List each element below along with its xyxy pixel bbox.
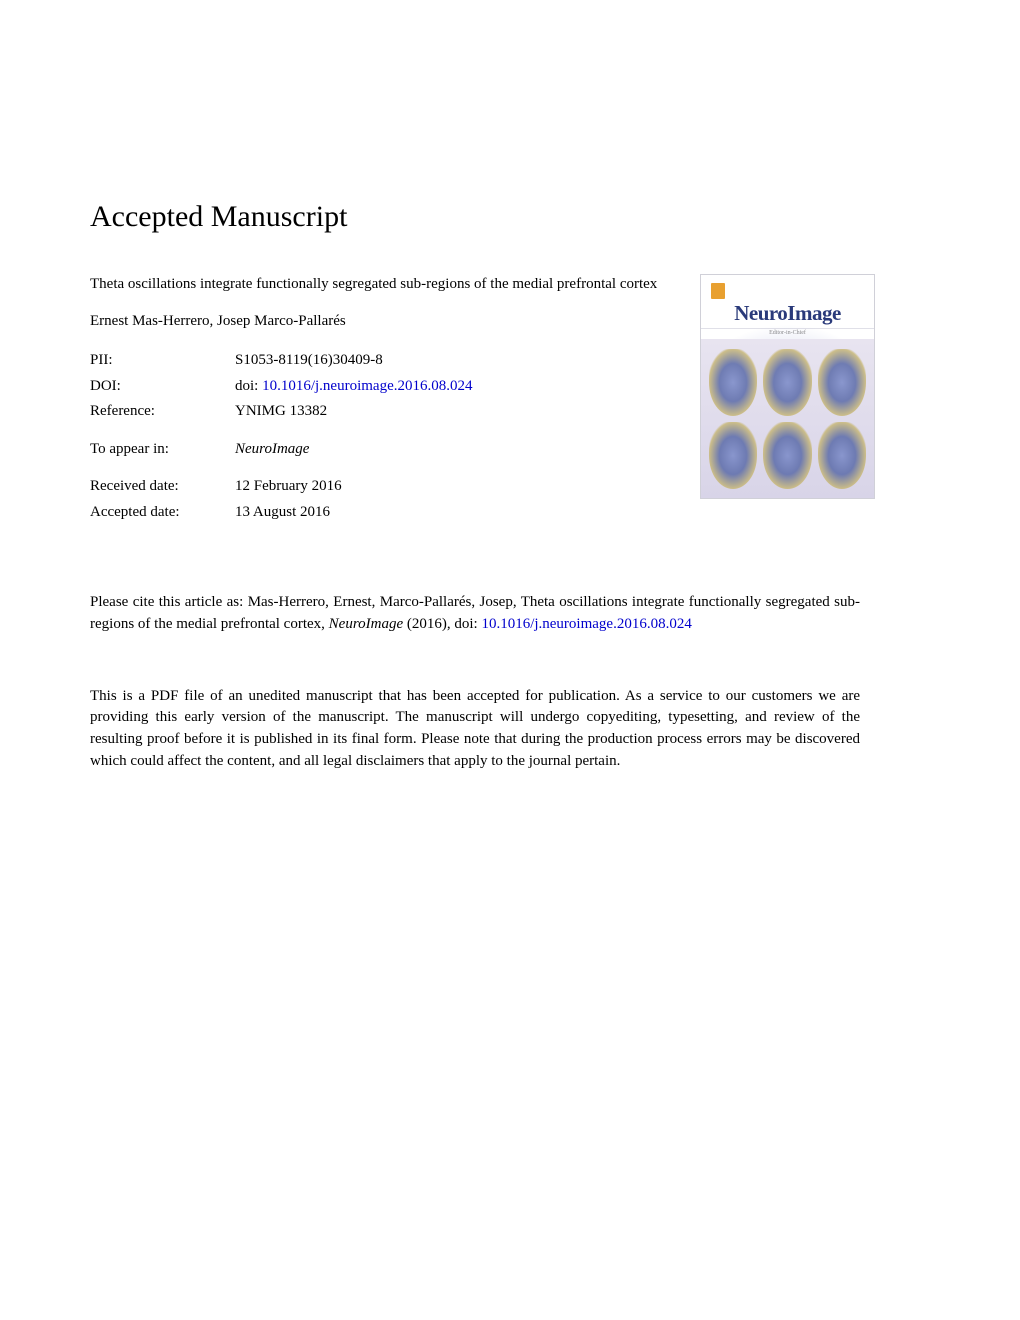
meta-row-appear: To appear in: NeuroImage [90,437,670,463]
journal-cover-thumbnail: NeuroImage Editor-in-Chief [700,274,875,499]
received-label: Received date: [90,474,235,500]
reference-value: YNIMG 13382 [235,399,327,425]
pii-label: PII: [90,348,235,374]
meta-block-appear: To appear in: NeuroImage [90,437,670,463]
cover-subtitle: Editor-in-Chief [701,329,874,339]
accepted-value: 13 August 2016 [235,500,330,526]
brain-icon [709,422,757,489]
article-title: Theta oscillations integrate functionall… [90,274,670,295]
content-row: Theta oscillations integrate functionall… [90,274,930,537]
brain-icon [763,422,811,489]
citation-journal: NeuroImage [329,616,403,632]
meta-block-identifiers: PII: S1053-8119(16)30409-8 DOI: doi: 10.… [90,348,670,425]
appear-label: To appear in: [90,437,235,463]
brain-icon [709,349,757,416]
publisher-logo-icon [711,283,725,299]
doi-link[interactable]: 10.1016/j.neuroimage.2016.08.024 [262,378,472,394]
cover-brain-grid [701,339,874,499]
metadata-column: Theta oscillations integrate functionall… [90,274,670,537]
cover-header: NeuroImage [701,275,874,329]
cover-journal-title: NeuroImage [734,301,841,326]
meta-row-reference: Reference: YNIMG 13382 [90,399,670,425]
citation-block: Please cite this article as: Mas-Herrero… [90,592,860,636]
doi-label: DOI: [90,374,235,400]
brain-icon [818,349,866,416]
meta-row-pii: PII: S1053-8119(16)30409-8 [90,348,670,374]
disclaimer-block: This is a PDF file of an unedited manusc… [90,686,860,773]
appear-value: NeuroImage [235,437,309,463]
received-value: 12 February 2016 [235,474,342,500]
brain-icon [818,422,866,489]
meta-row-accepted: Accepted date: 13 August 2016 [90,500,670,526]
doi-value: doi: 10.1016/j.neuroimage.2016.08.024 [235,374,472,400]
accepted-manuscript-heading: Accepted Manuscript [90,200,930,234]
meta-block-dates: Received date: 12 February 2016 Accepted… [90,474,670,525]
pii-value: S1053-8119(16)30409-8 [235,348,383,374]
accepted-label: Accepted date: [90,500,235,526]
brain-icon [763,349,811,416]
citation-doi-link[interactable]: 10.1016/j.neuroimage.2016.08.024 [481,616,691,632]
citation-year: (2016), doi: [403,616,481,632]
meta-row-doi: DOI: doi: 10.1016/j.neuroimage.2016.08.0… [90,374,670,400]
doi-prefix: doi: [235,378,262,394]
meta-row-received: Received date: 12 February 2016 [90,474,670,500]
reference-label: Reference: [90,399,235,425]
authors: Ernest Mas-Herrero, Josep Marco-Pallarés [90,313,670,330]
